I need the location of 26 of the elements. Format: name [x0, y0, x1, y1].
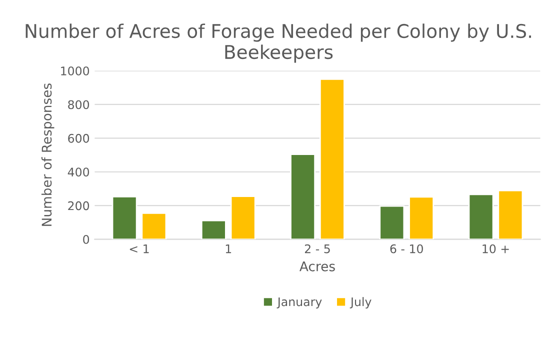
bar [379, 205, 405, 240]
bar [200, 220, 226, 240]
y-tick-label: 600 [68, 134, 90, 143]
legend-label: January [276, 297, 322, 308]
y-tick-label: 1000 [61, 66, 90, 76]
bar [468, 194, 494, 240]
legend-label: July [350, 297, 372, 308]
y-tick-label: 800 [68, 100, 90, 110]
bar [498, 190, 524, 240]
x-tick-label: < 1 [130, 244, 149, 254]
y-tick-label: 400 [68, 168, 90, 177]
y-tick-label: 200 [68, 201, 90, 210]
bar [141, 212, 167, 240]
x-tick-label: 2 - 5 [304, 244, 330, 254]
chart-title: Number of Acres of Forage Needed per Colony by U.S. Beekeepers [26, 24, 532, 63]
x-tick-label: 1 [226, 244, 232, 254]
bar [290, 154, 316, 240]
bar [319, 78, 345, 240]
x-tick-label: 6 - 10 [390, 244, 423, 254]
bar [112, 196, 138, 240]
x-tick-label: 10 + [482, 244, 509, 254]
y-tick-label: 0 [83, 234, 90, 244]
bar [408, 196, 434, 240]
x-axis-title: Acres [300, 262, 335, 272]
y-axis-title: Number of Responses [41, 83, 54, 226]
bar [230, 196, 256, 240]
